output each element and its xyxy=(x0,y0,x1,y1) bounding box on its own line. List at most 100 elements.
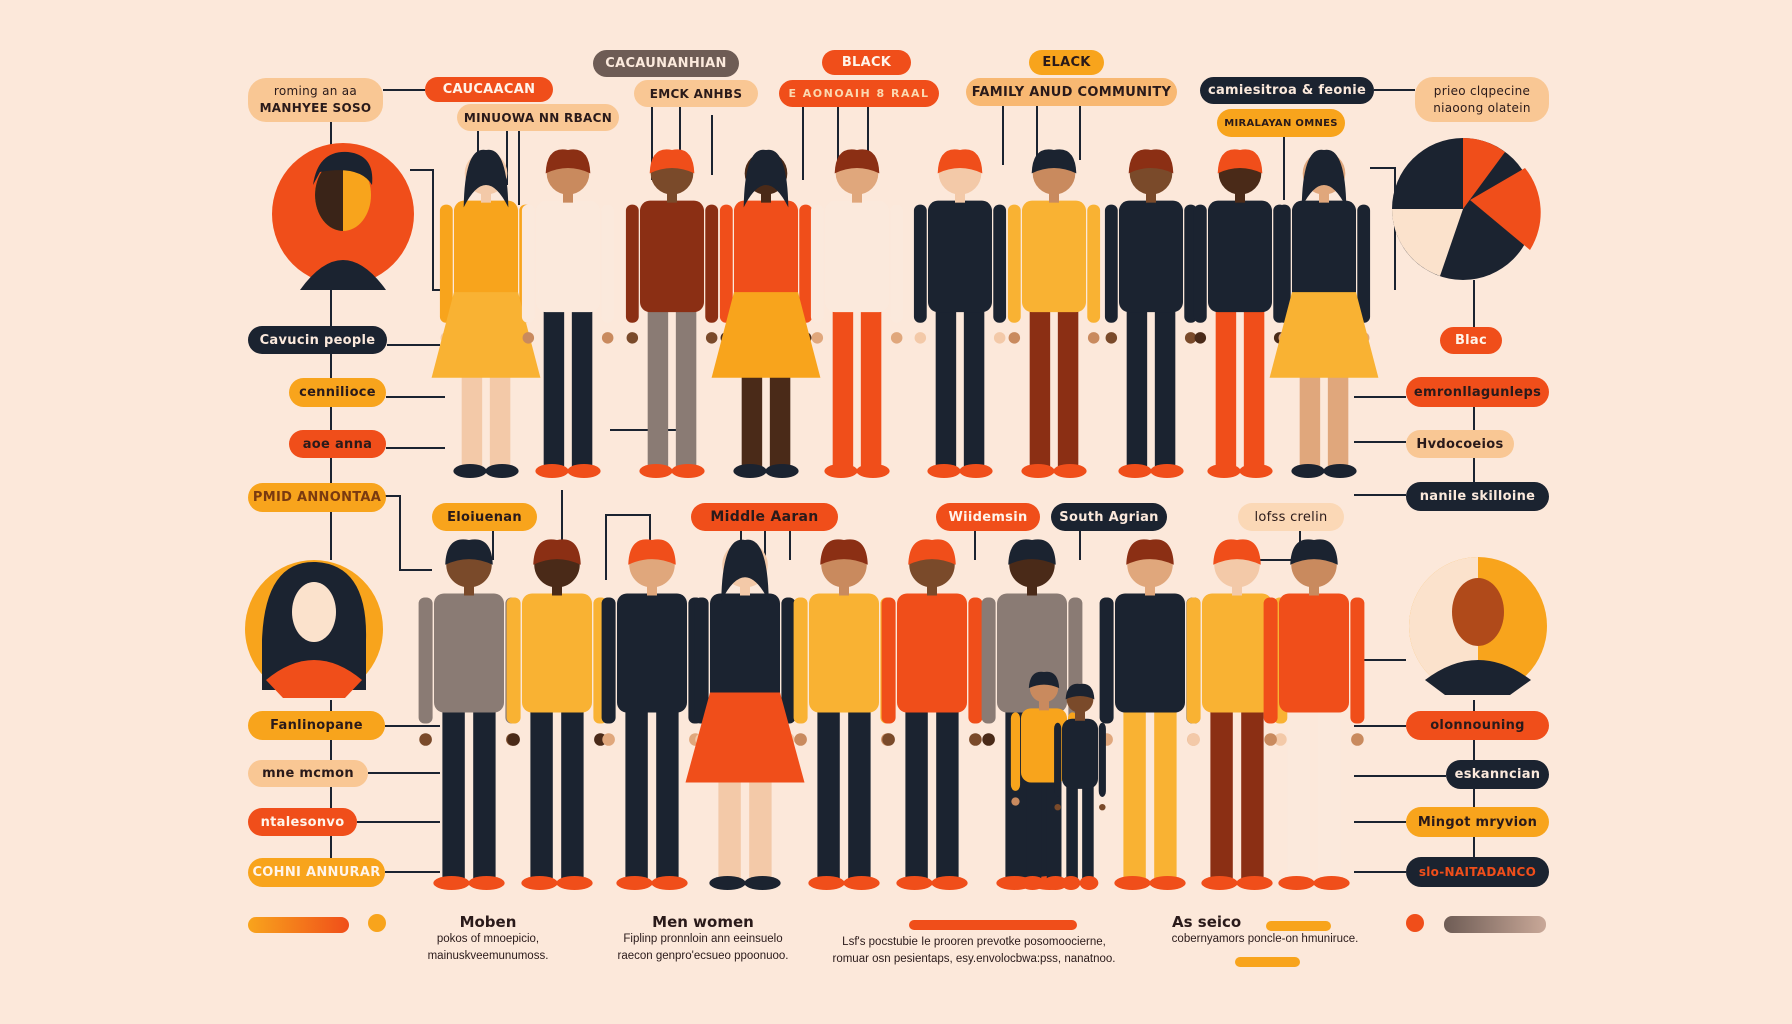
person-figure xyxy=(506,539,608,890)
leg xyxy=(963,308,985,468)
neck xyxy=(1049,190,1059,203)
hand xyxy=(705,332,718,344)
footer-line: mainuskveemunumoss. xyxy=(427,950,549,962)
label-roming: roming an aa MANHYEE SOSO xyxy=(248,78,383,122)
torso xyxy=(454,200,518,313)
hair xyxy=(1031,149,1077,174)
neck xyxy=(1146,190,1156,203)
shoe xyxy=(1291,464,1325,478)
person-figure xyxy=(1193,149,1287,478)
avatar-shoulders xyxy=(300,260,386,290)
neck xyxy=(1309,583,1319,596)
neck xyxy=(481,190,491,203)
left-label-4: PMID ANNONTAA xyxy=(248,483,386,512)
hand xyxy=(1187,733,1200,746)
leg xyxy=(1057,308,1079,468)
hair xyxy=(820,539,868,565)
hand xyxy=(1087,332,1100,344)
avatar-face-shadow xyxy=(315,159,343,231)
arm xyxy=(881,597,896,724)
label-cacaunanhian: CACAUNANHIAN xyxy=(593,50,739,77)
hair xyxy=(908,539,956,565)
person-figure xyxy=(1104,149,1198,478)
person-figure xyxy=(431,149,541,478)
hair xyxy=(628,539,676,565)
leg xyxy=(1215,308,1237,468)
hand xyxy=(882,733,895,746)
shoe xyxy=(896,876,933,890)
leg xyxy=(1126,308,1148,468)
leg xyxy=(1082,784,1094,880)
shoe xyxy=(1278,876,1315,890)
leg xyxy=(1287,708,1310,880)
hand xyxy=(1011,797,1020,806)
shoe xyxy=(1079,876,1099,890)
hand xyxy=(1099,803,1106,811)
shoe xyxy=(1149,876,1186,890)
right-label-7: Mingot mryvion xyxy=(1406,807,1549,837)
hand xyxy=(522,332,535,344)
arm xyxy=(1350,597,1365,724)
shoe xyxy=(453,464,487,478)
footer-bar-orange xyxy=(248,917,349,933)
shoe xyxy=(959,464,993,478)
hand xyxy=(969,733,982,746)
torso xyxy=(1279,593,1349,713)
arm xyxy=(1099,597,1114,724)
footer-line: cobernyamors poncle-on hmuniruce. xyxy=(1171,933,1359,945)
shoe xyxy=(1207,464,1241,478)
torso xyxy=(1022,200,1086,313)
shoe xyxy=(709,876,746,890)
skirt xyxy=(711,292,821,378)
neck xyxy=(464,583,474,596)
shoe xyxy=(808,876,845,890)
arm xyxy=(793,597,808,724)
footer-bar-amber xyxy=(1266,921,1331,931)
person-figure xyxy=(1269,149,1379,478)
leg xyxy=(473,708,496,880)
torso xyxy=(640,200,704,313)
hand xyxy=(1184,332,1197,344)
torso xyxy=(522,593,592,713)
left-label-5: Fanlinopane xyxy=(248,711,385,740)
hair xyxy=(937,149,983,174)
leg xyxy=(905,708,928,880)
shoe xyxy=(556,876,593,890)
person-figure xyxy=(521,149,615,478)
footer-line: Lsf's pocstubie Ie prooren prevotke poso… xyxy=(842,936,1106,948)
torso xyxy=(897,593,967,713)
person-figure xyxy=(913,149,1007,478)
person-figure xyxy=(625,149,719,478)
label-line: prieo clqpecine xyxy=(1433,83,1531,98)
person-figure xyxy=(711,149,821,478)
shoe xyxy=(1021,464,1055,478)
neck xyxy=(761,190,771,203)
middle-label-3: Wiidemsin xyxy=(936,503,1040,531)
neck xyxy=(955,190,965,203)
label-black: BLACK xyxy=(822,50,911,75)
person-figure xyxy=(881,539,983,890)
middle-label-5: lofss crelin xyxy=(1238,503,1344,531)
pie-slice xyxy=(1392,209,1463,276)
arm xyxy=(1010,712,1021,791)
label-elack: ELACK xyxy=(1029,50,1104,75)
neck xyxy=(552,583,562,596)
person-figure xyxy=(1007,149,1101,478)
hair xyxy=(721,539,769,602)
child-figure xyxy=(1054,683,1106,890)
leg xyxy=(860,308,882,468)
leg xyxy=(1154,708,1177,880)
arm xyxy=(1054,722,1062,797)
leg xyxy=(543,308,565,468)
shoe xyxy=(733,464,767,478)
arm xyxy=(799,204,813,323)
right-label-2: emronllagunleps xyxy=(1406,377,1549,407)
hand xyxy=(1274,733,1287,746)
connector-line xyxy=(1370,167,1396,290)
hand xyxy=(1264,733,1277,746)
avatar-face xyxy=(292,582,336,642)
left-label-2: cennilioce xyxy=(289,378,386,407)
left-label-6: mne mcmon xyxy=(248,760,368,787)
torso xyxy=(1292,200,1356,313)
